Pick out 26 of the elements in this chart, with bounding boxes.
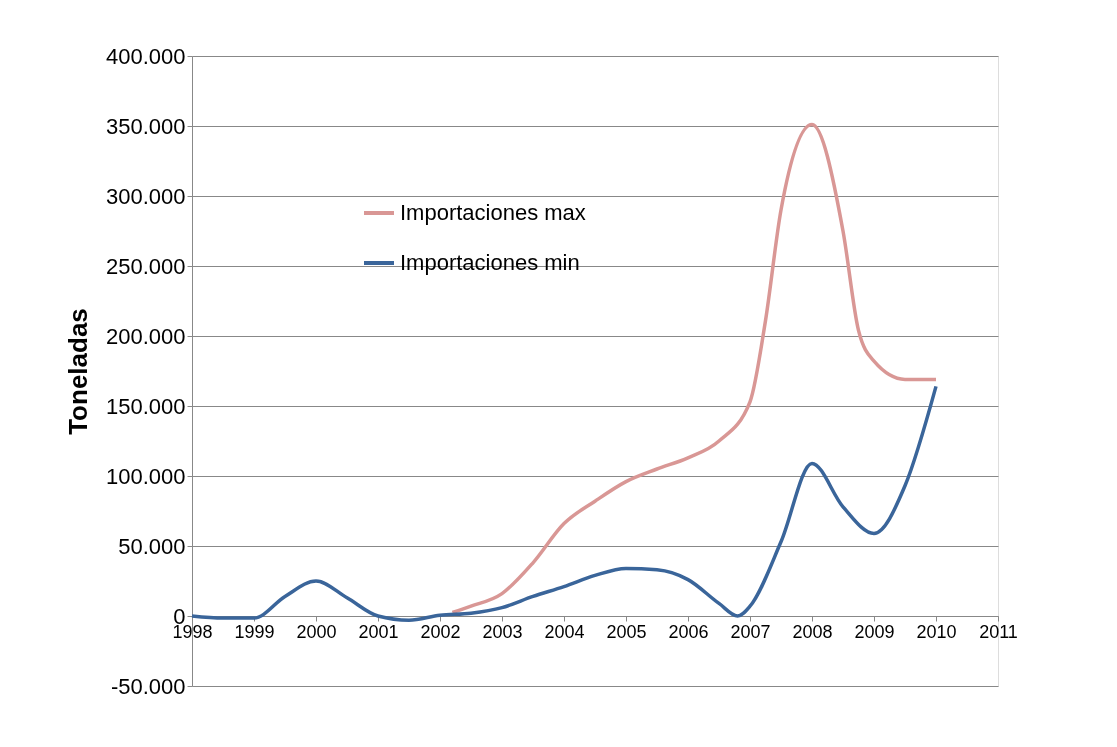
y-tick-label: 300.000 [105,183,186,209]
y-tick-label: 250.000 [105,253,186,279]
y-tick-label: 150.000 [105,393,186,419]
y-axis-title: Toneladas [62,308,93,435]
x-tick-label: 2000 [296,621,337,642]
y-tick-label: 400.000 [105,43,186,69]
x-tick-label: 2009 [854,621,895,642]
x-tick-label: 2010 [916,621,957,642]
y-tick-label: 50.000 [118,533,186,559]
y-tick-label: -50.000 [110,673,186,699]
y-tick-label: 200.000 [105,323,186,349]
line-series [190,384,938,622]
legend-label: Importaciones max [400,200,586,225]
x-tick-label: 2005 [606,621,647,642]
y-tick-label: 350.000 [105,113,186,139]
x-tick-label: 2003 [482,621,523,642]
legend-label: Importaciones min [400,250,580,275]
x-tick-label: 2006 [668,621,709,642]
x-tick-label: 2002 [420,621,461,642]
y-tick-label: 100.000 [105,463,186,489]
x-tick-label: 2008 [792,621,833,642]
x-tick-label: 2011 [979,621,1018,642]
x-tick-label: 2004 [544,621,585,642]
x-tick-label: 2001 [358,621,399,642]
x-tick-label: 2007 [730,621,771,642]
x-tick-label: 1999 [234,621,275,642]
